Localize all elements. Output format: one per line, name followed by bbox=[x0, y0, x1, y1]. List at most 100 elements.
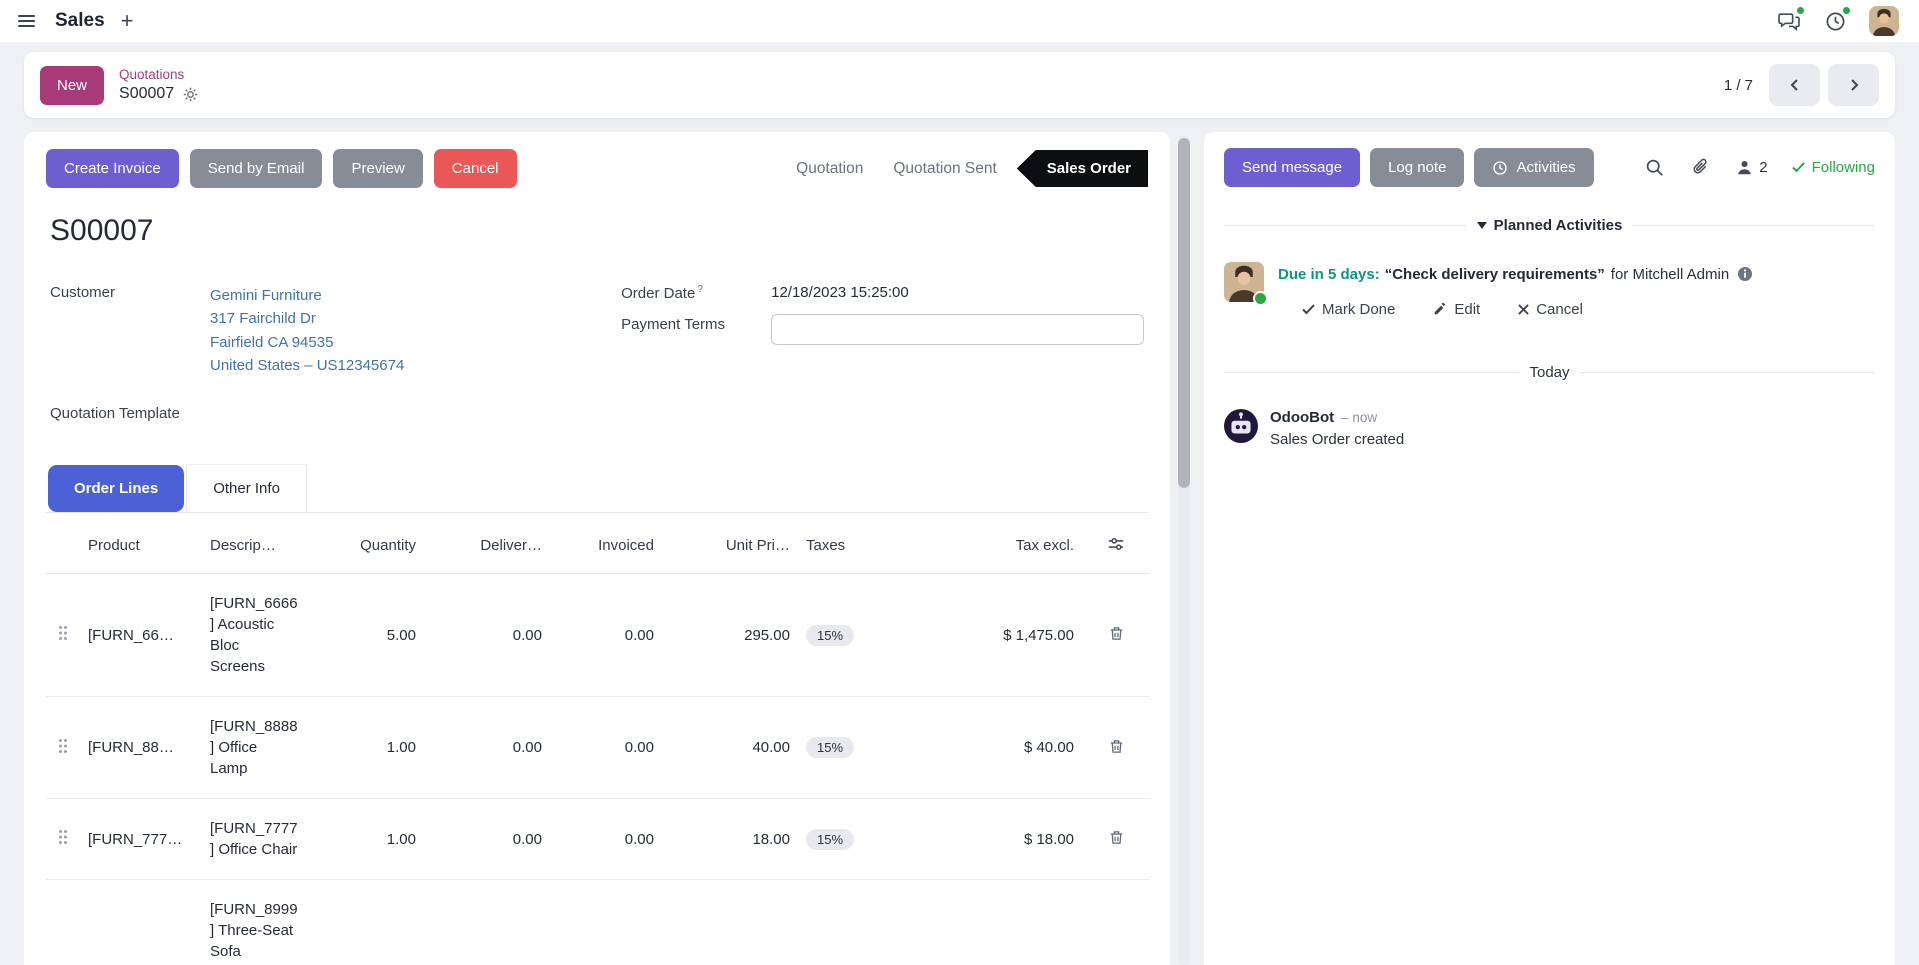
settings-gear-icon[interactable] bbox=[183, 87, 198, 102]
cell-delivered[interactable]: 0.00 bbox=[424, 573, 550, 697]
drag-handle-icon[interactable] bbox=[58, 738, 68, 754]
tax-badge[interactable]: 15% bbox=[806, 624, 855, 646]
tax-badge[interactable]: 15% bbox=[806, 737, 855, 758]
cell-tax-excl[interactable]: $ 1,475.00 bbox=[902, 573, 1082, 697]
top-navbar: Sales + bbox=[0, 0, 1919, 42]
mark-done-button[interactable]: Mark Done bbox=[1302, 301, 1395, 318]
optional-columns-icon[interactable] bbox=[1105, 533, 1127, 558]
cell-tax-excl[interactable]: $ 40.00 bbox=[902, 696, 1082, 799]
col-tax-excl[interactable]: Tax excl. bbox=[902, 513, 1082, 574]
customer-street-link[interactable]: 317 Fairchild Dr bbox=[210, 310, 316, 328]
pager-previous-button[interactable] bbox=[1769, 64, 1820, 106]
cell-description[interactable]: [FURN_8888] Office Lamp bbox=[202, 696, 306, 799]
record-pager: 1 / 7 bbox=[1724, 64, 1879, 106]
control-panel: Create Invoice Send by Email Preview Can… bbox=[46, 149, 1148, 188]
tax-badge[interactable]: 15% bbox=[806, 828, 855, 850]
cell-quantity[interactable]: 5.00 bbox=[306, 573, 424, 697]
odoobot-avatar bbox=[1224, 408, 1258, 443]
pager-next-button[interactable] bbox=[1828, 64, 1879, 106]
delete-row-icon[interactable] bbox=[1106, 827, 1127, 851]
cell-delivered[interactable]: 0.00 bbox=[424, 696, 550, 799]
cell-invoiced[interactable]: 0.00 bbox=[550, 798, 662, 880]
cell-unit-price[interactable] bbox=[662, 879, 798, 965]
cell-description[interactable]: [FURN_7777] Office Chair bbox=[202, 798, 306, 880]
attachment-paperclip-icon[interactable] bbox=[1690, 156, 1712, 179]
stage-quotation[interactable]: Quotation bbox=[796, 159, 864, 177]
customer-city-link[interactable]: Fairfield CA 94535 bbox=[210, 333, 334, 351]
preview-button[interactable]: Preview bbox=[333, 149, 423, 188]
cell-delivered[interactable] bbox=[424, 879, 550, 965]
info-icon[interactable] bbox=[1737, 266, 1753, 290]
following-button[interactable]: Following bbox=[1791, 159, 1875, 176]
cell-product[interactable] bbox=[80, 879, 202, 965]
cell-quantity[interactable]: 1.00 bbox=[306, 696, 424, 799]
plus-icon[interactable]: + bbox=[120, 8, 134, 33]
vertical-scrollbar[interactable] bbox=[1178, 136, 1190, 965]
payment-terms-input[interactable] bbox=[771, 314, 1144, 345]
col-invoiced[interactable]: Invoiced bbox=[550, 513, 662, 574]
quotation-template-label: Quotation Template bbox=[50, 405, 180, 422]
cell-unit-price[interactable]: 295.00 bbox=[662, 573, 798, 697]
cell-description[interactable]: [FURN_6666] Acoustic Bloc Screens bbox=[202, 573, 306, 697]
order-line-row: [FURN_8999] Three-Seat Sofa bbox=[46, 879, 1150, 965]
scrollbar-thumb[interactable] bbox=[1178, 138, 1190, 488]
cell-tax-excl[interactable]: $ 18.00 bbox=[902, 798, 1082, 880]
messages-icon[interactable] bbox=[1777, 5, 1806, 33]
activities-button[interactable]: Activities bbox=[1474, 148, 1594, 187]
delete-row-icon[interactable] bbox=[1106, 736, 1127, 760]
form-pane: Create Invoice Send by Email Preview Can… bbox=[24, 132, 1170, 965]
create-invoice-button[interactable]: Create Invoice bbox=[46, 149, 179, 188]
edit-activity-button[interactable]: Edit bbox=[1433, 301, 1480, 318]
col-description[interactable]: Descrip… bbox=[202, 513, 306, 574]
x-icon bbox=[1518, 303, 1529, 315]
user-avatar[interactable] bbox=[1869, 6, 1899, 36]
cell-invoiced[interactable] bbox=[550, 879, 662, 965]
stage-quotation-sent[interactable]: Quotation Sent bbox=[893, 159, 997, 177]
send-message-button[interactable]: Send message bbox=[1224, 148, 1361, 187]
cell-invoiced[interactable]: 0.00 bbox=[550, 696, 662, 799]
activity-clock-icon[interactable] bbox=[1823, 5, 1852, 33]
new-button[interactable]: New bbox=[40, 65, 105, 105]
order-date-value[interactable]: 12/18/2023 15:25:00 bbox=[771, 284, 909, 301]
messages-badge bbox=[1795, 5, 1806, 16]
order-line-row: [FURN_66… [FURN_6666] Acoustic Bloc Scre… bbox=[46, 573, 1150, 697]
cell-product[interactable]: [FURN_66… bbox=[80, 573, 202, 697]
drag-handle-icon[interactable] bbox=[58, 829, 68, 845]
customer-name-link[interactable]: Gemini Furniture bbox=[210, 287, 322, 304]
check-icon bbox=[1302, 303, 1315, 314]
col-delivered[interactable]: Deliver… bbox=[424, 513, 550, 574]
message-time: – now bbox=[1341, 409, 1378, 425]
breadcrumb-card: New Quotations S00007 1 / 7 bbox=[24, 52, 1895, 118]
cell-tax-excl[interactable] bbox=[902, 879, 1082, 965]
tab-other-info[interactable]: Other Info bbox=[186, 464, 307, 512]
app-name-sales[interactable]: Sales bbox=[55, 10, 105, 31]
cell-product[interactable]: [FURN_88… bbox=[80, 696, 202, 799]
cell-description[interactable]: [FURN_8999] Three-Seat Sofa bbox=[202, 879, 306, 965]
search-icon[interactable] bbox=[1643, 156, 1666, 179]
cell-quantity[interactable] bbox=[306, 879, 424, 965]
customer-country-link[interactable]: United States – US12345674 bbox=[210, 356, 405, 374]
drag-handle-icon[interactable] bbox=[58, 625, 68, 641]
col-product[interactable]: Product bbox=[80, 513, 202, 574]
cell-delivered[interactable]: 0.00 bbox=[424, 798, 550, 880]
cell-quantity[interactable]: 1.00 bbox=[306, 798, 424, 880]
col-quantity[interactable]: Quantity bbox=[306, 513, 424, 574]
activity-item: Due in 5 days: “Check delivery requiremen… bbox=[1224, 262, 1875, 318]
planned-activities-header[interactable]: Planned Activities bbox=[1476, 217, 1622, 234]
cell-unit-price[interactable]: 18.00 bbox=[662, 798, 798, 880]
cancel-button[interactable]: Cancel bbox=[433, 149, 517, 188]
breadcrumb-quotations-link[interactable]: Quotations bbox=[119, 67, 185, 82]
cancel-activity-button[interactable]: Cancel bbox=[1518, 301, 1583, 318]
cell-product[interactable]: [FURN_777… bbox=[80, 798, 202, 880]
followers-button[interactable]: 2 bbox=[1736, 159, 1768, 176]
stage-sales-order-active[interactable]: Sales Order bbox=[1016, 150, 1148, 187]
col-unit-price[interactable]: Unit Pri… bbox=[662, 513, 798, 574]
col-taxes[interactable]: Taxes bbox=[798, 513, 902, 574]
log-note-button[interactable]: Log note bbox=[1370, 148, 1465, 187]
cell-invoiced[interactable]: 0.00 bbox=[550, 573, 662, 697]
apps-menu-icon[interactable] bbox=[14, 11, 39, 31]
delete-row-icon[interactable] bbox=[1106, 623, 1127, 647]
tab-order-lines[interactable]: Order Lines bbox=[48, 465, 185, 512]
cell-unit-price[interactable]: 40.00 bbox=[662, 696, 798, 799]
send-by-email-button[interactable]: Send by Email bbox=[189, 149, 323, 188]
